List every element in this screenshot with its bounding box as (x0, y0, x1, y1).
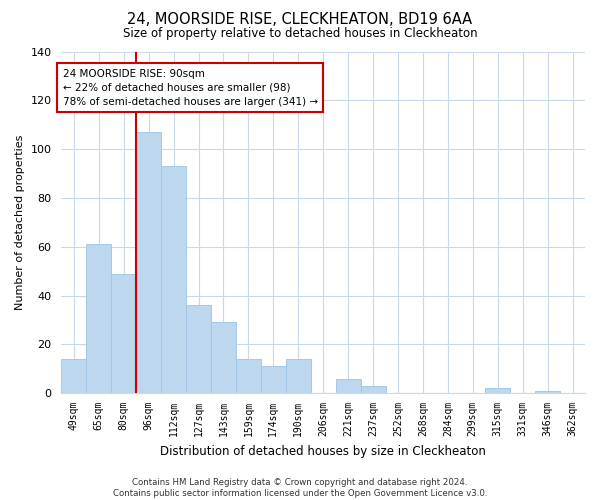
Text: Size of property relative to detached houses in Cleckheaton: Size of property relative to detached ho… (122, 28, 478, 40)
Bar (86, 244, 111, 394)
Y-axis label: Number of detached properties: Number of detached properties (15, 134, 25, 310)
Bar (161, 166, 186, 394)
Text: Contains HM Land Registry data © Crown copyright and database right 2024.
Contai: Contains HM Land Registry data © Crown c… (113, 478, 487, 498)
Bar (186, 306, 211, 394)
Bar (361, 386, 386, 394)
Text: 24 MOORSIDE RISE: 90sqm
← 22% of detached houses are smaller (98)
78% of semi-de: 24 MOORSIDE RISE: 90sqm ← 22% of detache… (62, 68, 318, 106)
Bar (136, 132, 161, 394)
X-axis label: Distribution of detached houses by size in Cleckheaton: Distribution of detached houses by size … (160, 444, 486, 458)
Bar (485, 388, 510, 394)
Bar (335, 378, 361, 394)
Bar (261, 366, 286, 394)
Bar (535, 391, 560, 394)
Bar (111, 274, 136, 394)
Bar (61, 359, 86, 394)
Text: 24, MOORSIDE RISE, CLECKHEATON, BD19 6AA: 24, MOORSIDE RISE, CLECKHEATON, BD19 6AA (127, 12, 473, 28)
Bar (211, 322, 236, 394)
Bar (286, 359, 311, 394)
Bar (236, 359, 261, 394)
